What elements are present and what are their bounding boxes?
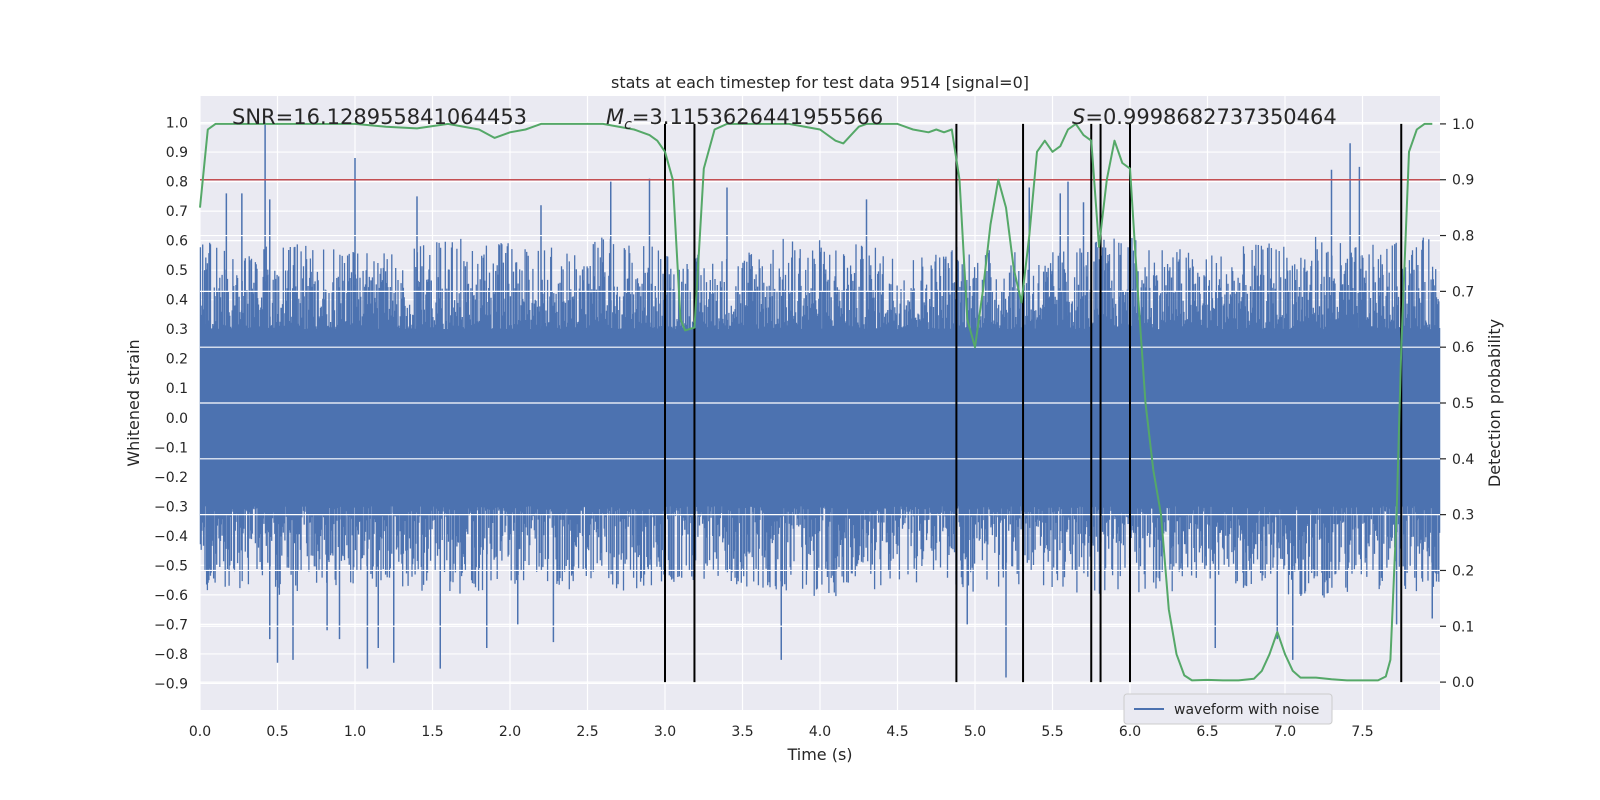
x-tick-label: 6.5 (1196, 724, 1218, 740)
y-left-tick-label: 0.3 (166, 322, 188, 338)
y-axis-left-label-text: Whitened strain (124, 339, 143, 466)
y-left-tick-label: −0.4 (154, 529, 188, 545)
y-right-tick-label: 0.1 (1452, 619, 1474, 635)
y-left-tick-label: 0.7 (166, 204, 188, 220)
mc-subscript: c (624, 117, 632, 133)
legend-box (1123, 693, 1333, 725)
y-left-tick-label: 0.1 (166, 381, 188, 397)
waveform-line (199, 236, 1441, 598)
x-tick-label: 7.5 (1351, 724, 1373, 740)
x-tick-label: 3.5 (731, 724, 753, 740)
x-tick-label: 5.5 (1041, 724, 1063, 740)
y-left-tick-label: 0.0 (166, 411, 188, 427)
x-tick-label: 5.0 (964, 724, 986, 740)
x-tick-label: 3.0 (654, 724, 676, 740)
y-right-tick-label: 0.6 (1452, 340, 1474, 356)
y-axis-right: 1.0 0.9 0.8 0.7 0.6 0.5 0.4 0.3 0.2 0.1 0.0 (1440, 117, 1474, 691)
x-axis: 0.0 0.5 1.0 1.5 2.0 2.5 3.0 3.5 4.0 4.5 5.0 5.5 6.0 6… (189, 724, 1374, 740)
snr-annotation: SNR=16.128955841064453 (232, 105, 527, 129)
x-tick-label: 1.5 (421, 724, 443, 740)
x-tick-label: 0.0 (189, 724, 211, 740)
x-tick-label: 6.0 (1119, 724, 1141, 740)
y-left-tick-label: −0.1 (154, 440, 188, 456)
y-right-tick-label: 0.8 (1452, 229, 1474, 245)
s-symbol: S (1072, 105, 1085, 129)
y-left-tick-label: −0.9 (154, 676, 188, 692)
y-right-tick-label: 0.7 (1452, 284, 1474, 300)
vertical-markers (664, 123, 1403, 683)
y-left-tick-label: −0.3 (154, 499, 188, 515)
s-value: =0.9998682737350464 (1085, 105, 1336, 129)
x-tick-label: 7.0 (1274, 724, 1296, 740)
y-left-tick-label: −0.8 (154, 647, 188, 663)
y-right-tick-label: 0.4 (1452, 452, 1474, 468)
x-tick-label: 0.5 (266, 724, 288, 740)
y-left-tick-label: 0.8 (166, 175, 188, 191)
y-left-tick-label: 1.0 (166, 116, 188, 132)
probability-line (199, 122, 1433, 682)
y-right-tick-label: 0.0 (1452, 675, 1474, 691)
y-right-tick-label: 0.3 (1452, 508, 1474, 524)
y-right-tick-label: 1.0 (1452, 117, 1474, 133)
x-tick-label: 2.0 (499, 724, 521, 740)
mc-annotation: Mc=3.1153626441955566 (606, 105, 883, 133)
legend-label: waveform with noise (1174, 702, 1319, 718)
s-annotation: S=0.9998682737350464 (1072, 105, 1337, 129)
x-axis-label: Time (s) (786, 745, 852, 764)
mc-value: =3.1153626441955566 (632, 105, 883, 129)
y-left-tick-label: −0.6 (154, 588, 188, 604)
mc-symbol: M (606, 105, 624, 129)
right-axis-grid (200, 123, 1440, 683)
y-left-tick-label: 0.2 (166, 352, 188, 368)
y-right-tick-label: 0.9 (1452, 173, 1474, 189)
y-left-tick-label: 0.4 (166, 293, 188, 309)
y-left-tick-label: −0.2 (154, 470, 188, 486)
y-axis-left: 1.0 0.9 0.8 0.7 0.6 0.5 0.4 0.3 0.2 0.1 0.0 −0.1 −0.… (154, 116, 188, 693)
probability-series (199, 122, 1433, 682)
y-left-tick-label: −0.7 (154, 617, 188, 633)
y-right-tick-label: 0.5 (1452, 396, 1474, 412)
y-left-tick-label: 0.6 (166, 234, 188, 250)
y-left-tick-label: 0.9 (166, 145, 188, 161)
legend: waveform with noise (1123, 693, 1333, 725)
chart-title: stats at each timestep for test data 951… (611, 73, 1029, 92)
y-axis-right-label: Detection probability (1485, 319, 1504, 487)
x-tick-label: 4.0 (809, 724, 831, 740)
y-right-tick-label: 0.2 (1452, 563, 1474, 579)
x-tick-label: 1.0 (344, 724, 366, 740)
x-tick-label: 4.5 (886, 724, 908, 740)
x-tick-label: 2.5 (576, 724, 598, 740)
y-left-tick-label: 0.5 (166, 263, 188, 279)
y-left-tick-label: −0.5 (154, 558, 188, 574)
